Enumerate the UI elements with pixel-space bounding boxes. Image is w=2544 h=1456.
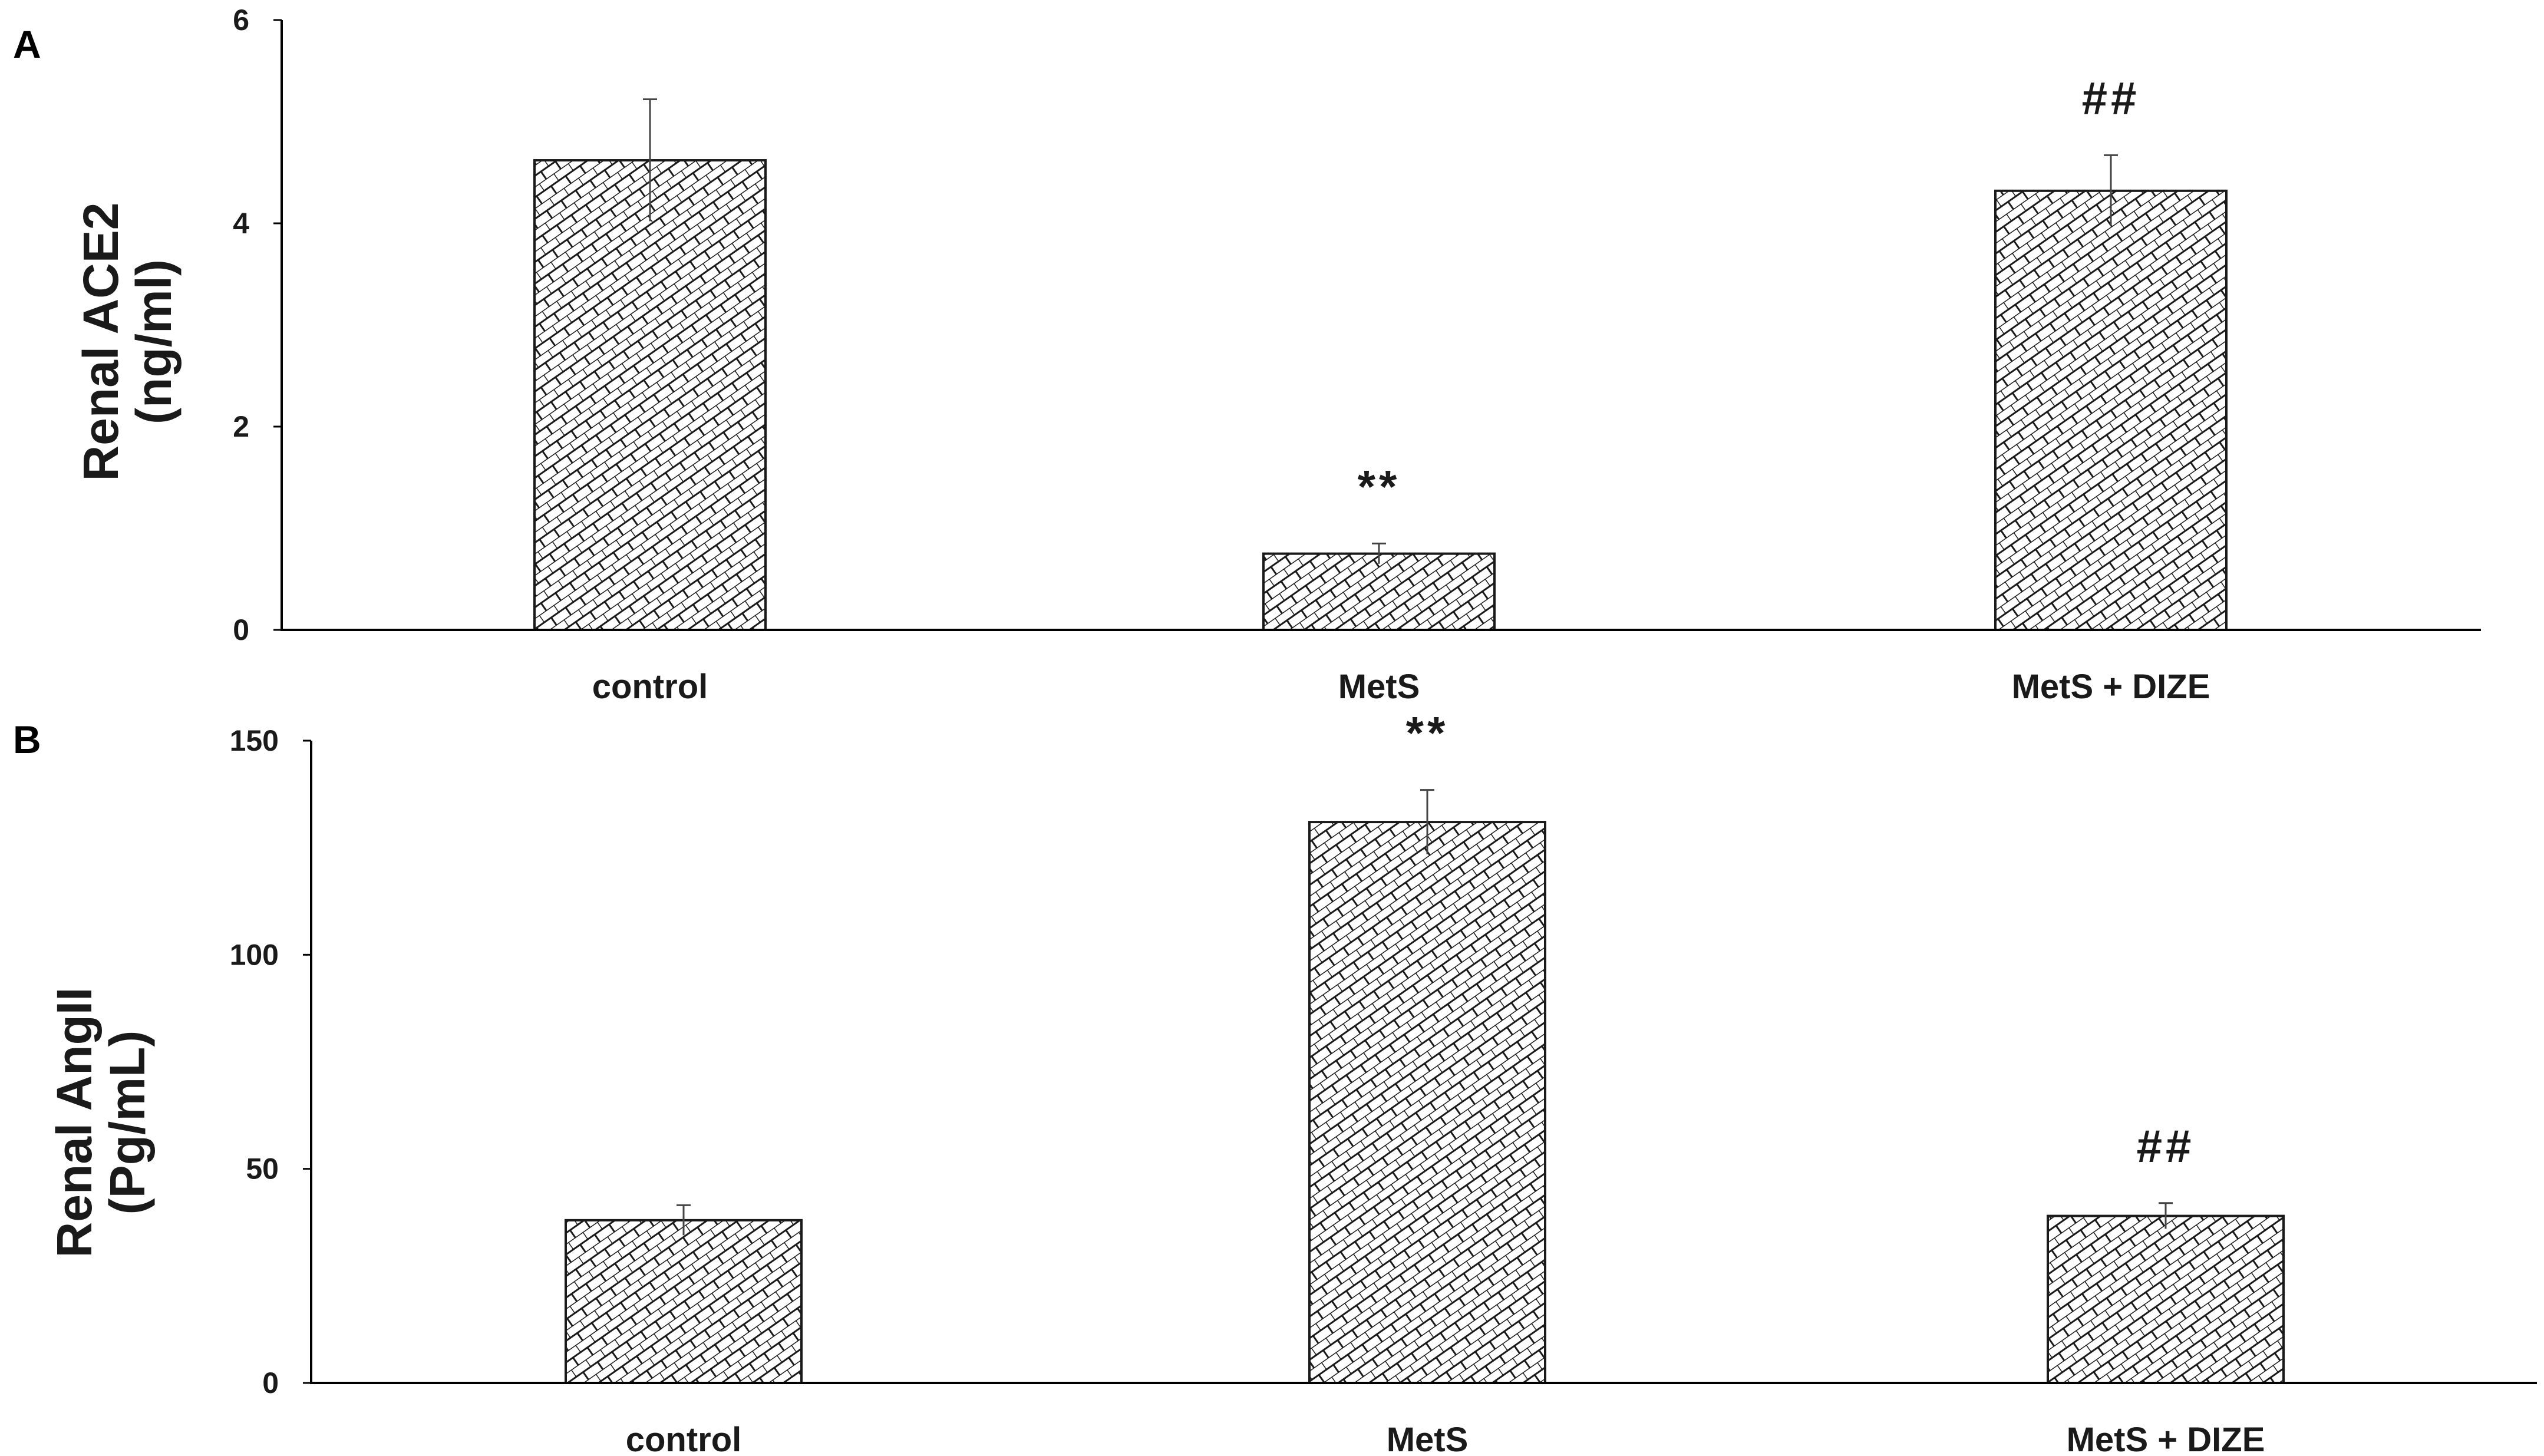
panel-a-ylabel-line1: Renal ACE2 xyxy=(73,202,128,481)
panel-b-bars xyxy=(565,821,2285,1385)
y-tick-label: 0 xyxy=(262,1366,279,1399)
chart-panel-b: B Renal AngII (Pg/mL) 0 50 100 150 ** ## con… xyxy=(13,707,2537,1456)
bar xyxy=(565,1219,803,1385)
panel-a-bars xyxy=(533,159,2228,631)
panel-b-y-ticks: 0 50 100 150 xyxy=(230,724,311,1399)
bar xyxy=(1262,552,1496,631)
y-tick-label: 150 xyxy=(230,724,279,757)
significance-annotation: ## xyxy=(2137,1120,2195,1172)
panel-a-ylabel: Renal ACE2 (ng/ml) xyxy=(73,202,182,481)
panel-b-ylabel: Renal AngII (Pg/mL) xyxy=(47,988,155,1258)
category-label: MetS xyxy=(1387,1421,1469,1456)
bar xyxy=(1308,821,1546,1384)
category-label: control xyxy=(592,668,708,706)
y-tick-label: 4 xyxy=(233,207,249,240)
error-bar xyxy=(643,98,657,222)
bar xyxy=(2047,1214,2285,1385)
significance-annotation: ** xyxy=(1406,707,1449,759)
panel-b-letter: B xyxy=(13,718,41,761)
panel-b-ylabel-line2: (Pg/mL) xyxy=(100,1031,155,1215)
panel-b-error-bars xyxy=(677,789,2173,1236)
bar xyxy=(1994,189,2228,631)
significance-annotation: ** xyxy=(1358,460,1401,512)
y-tick-label: 6 xyxy=(233,4,249,37)
panel-a-category-labels: control MetS MetS + DIZE xyxy=(592,668,2210,706)
significance-annotation: ## xyxy=(2082,72,2140,124)
error-bar xyxy=(2104,154,2118,227)
panel-a-letter: A xyxy=(13,22,41,66)
panel-b-ylabel-line1: Renal AngII xyxy=(47,988,102,1258)
panel-a-annotations: ** ## xyxy=(1358,72,2140,512)
category-label: MetS + DIZE xyxy=(2012,668,2210,706)
panel-b-annotations: ** ## xyxy=(1406,707,2195,1172)
y-tick-label: 2 xyxy=(233,410,249,443)
category-label: MetS xyxy=(1338,668,1420,706)
panel-a-ylabel-line2: (ng/ml) xyxy=(126,259,182,424)
panel-b-category-labels: control MetS MetS + DIZE xyxy=(626,1421,2265,1456)
error-bar xyxy=(2159,1202,2173,1229)
category-label: control xyxy=(626,1421,742,1456)
bar xyxy=(533,159,767,631)
error-bar xyxy=(1372,542,1386,564)
y-tick-label: 100 xyxy=(230,938,279,971)
y-tick-label: 0 xyxy=(233,613,249,646)
error-bar xyxy=(1420,789,1434,854)
panel-a-y-ticks: 0 2 4 6 xyxy=(233,4,282,646)
error-bar xyxy=(677,1204,691,1236)
category-label: MetS + DIZE xyxy=(2067,1421,2265,1456)
panel-a-error-bars xyxy=(643,98,2118,564)
y-tick-label: 50 xyxy=(246,1153,279,1186)
chart-panel-a: A Renal ACE2 (ng/ml) 0 2 4 6 ** ## control Me… xyxy=(13,4,2481,706)
